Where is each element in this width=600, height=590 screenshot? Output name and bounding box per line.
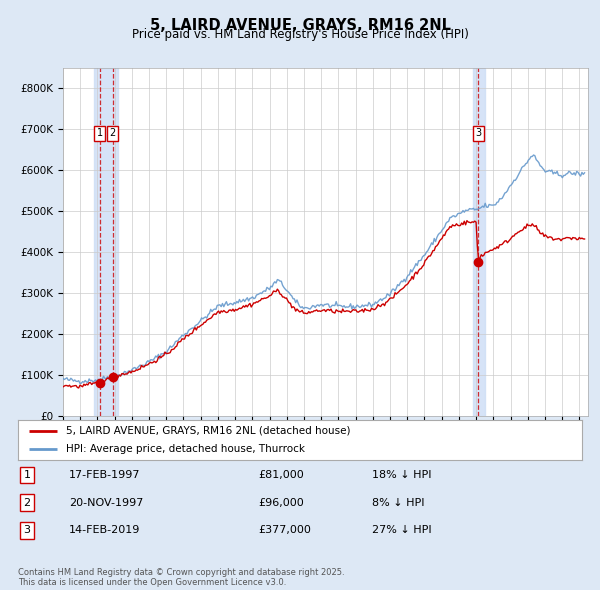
Text: 2: 2	[23, 498, 31, 507]
Text: 14-FEB-2019: 14-FEB-2019	[69, 526, 140, 535]
Text: 18% ↓ HPI: 18% ↓ HPI	[372, 470, 431, 480]
Text: 1: 1	[23, 470, 31, 480]
Text: 20-NOV-1997: 20-NOV-1997	[69, 498, 143, 507]
Text: 5, LAIRD AVENUE, GRAYS, RM16 2NL: 5, LAIRD AVENUE, GRAYS, RM16 2NL	[149, 18, 451, 32]
Text: HPI: Average price, detached house, Thurrock: HPI: Average price, detached house, Thur…	[66, 444, 305, 454]
Text: Contains HM Land Registry data © Crown copyright and database right 2025.
This d: Contains HM Land Registry data © Crown c…	[18, 568, 344, 587]
Text: 5, LAIRD AVENUE, GRAYS, RM16 2NL (detached house): 5, LAIRD AVENUE, GRAYS, RM16 2NL (detach…	[66, 426, 350, 436]
Text: 3: 3	[23, 526, 31, 535]
Text: 8% ↓ HPI: 8% ↓ HPI	[372, 498, 425, 507]
Text: Price paid vs. HM Land Registry's House Price Index (HPI): Price paid vs. HM Land Registry's House …	[131, 28, 469, 41]
Text: 27% ↓ HPI: 27% ↓ HPI	[372, 526, 431, 535]
Text: 1: 1	[97, 129, 103, 139]
Text: 2: 2	[110, 129, 116, 139]
Text: £81,000: £81,000	[258, 470, 304, 480]
Text: 17-FEB-1997: 17-FEB-1997	[69, 470, 140, 480]
Bar	[94, 68, 118, 416]
Text: £96,000: £96,000	[258, 498, 304, 507]
Bar	[473, 68, 485, 416]
Text: 3: 3	[475, 129, 481, 139]
Text: £377,000: £377,000	[258, 526, 311, 535]
